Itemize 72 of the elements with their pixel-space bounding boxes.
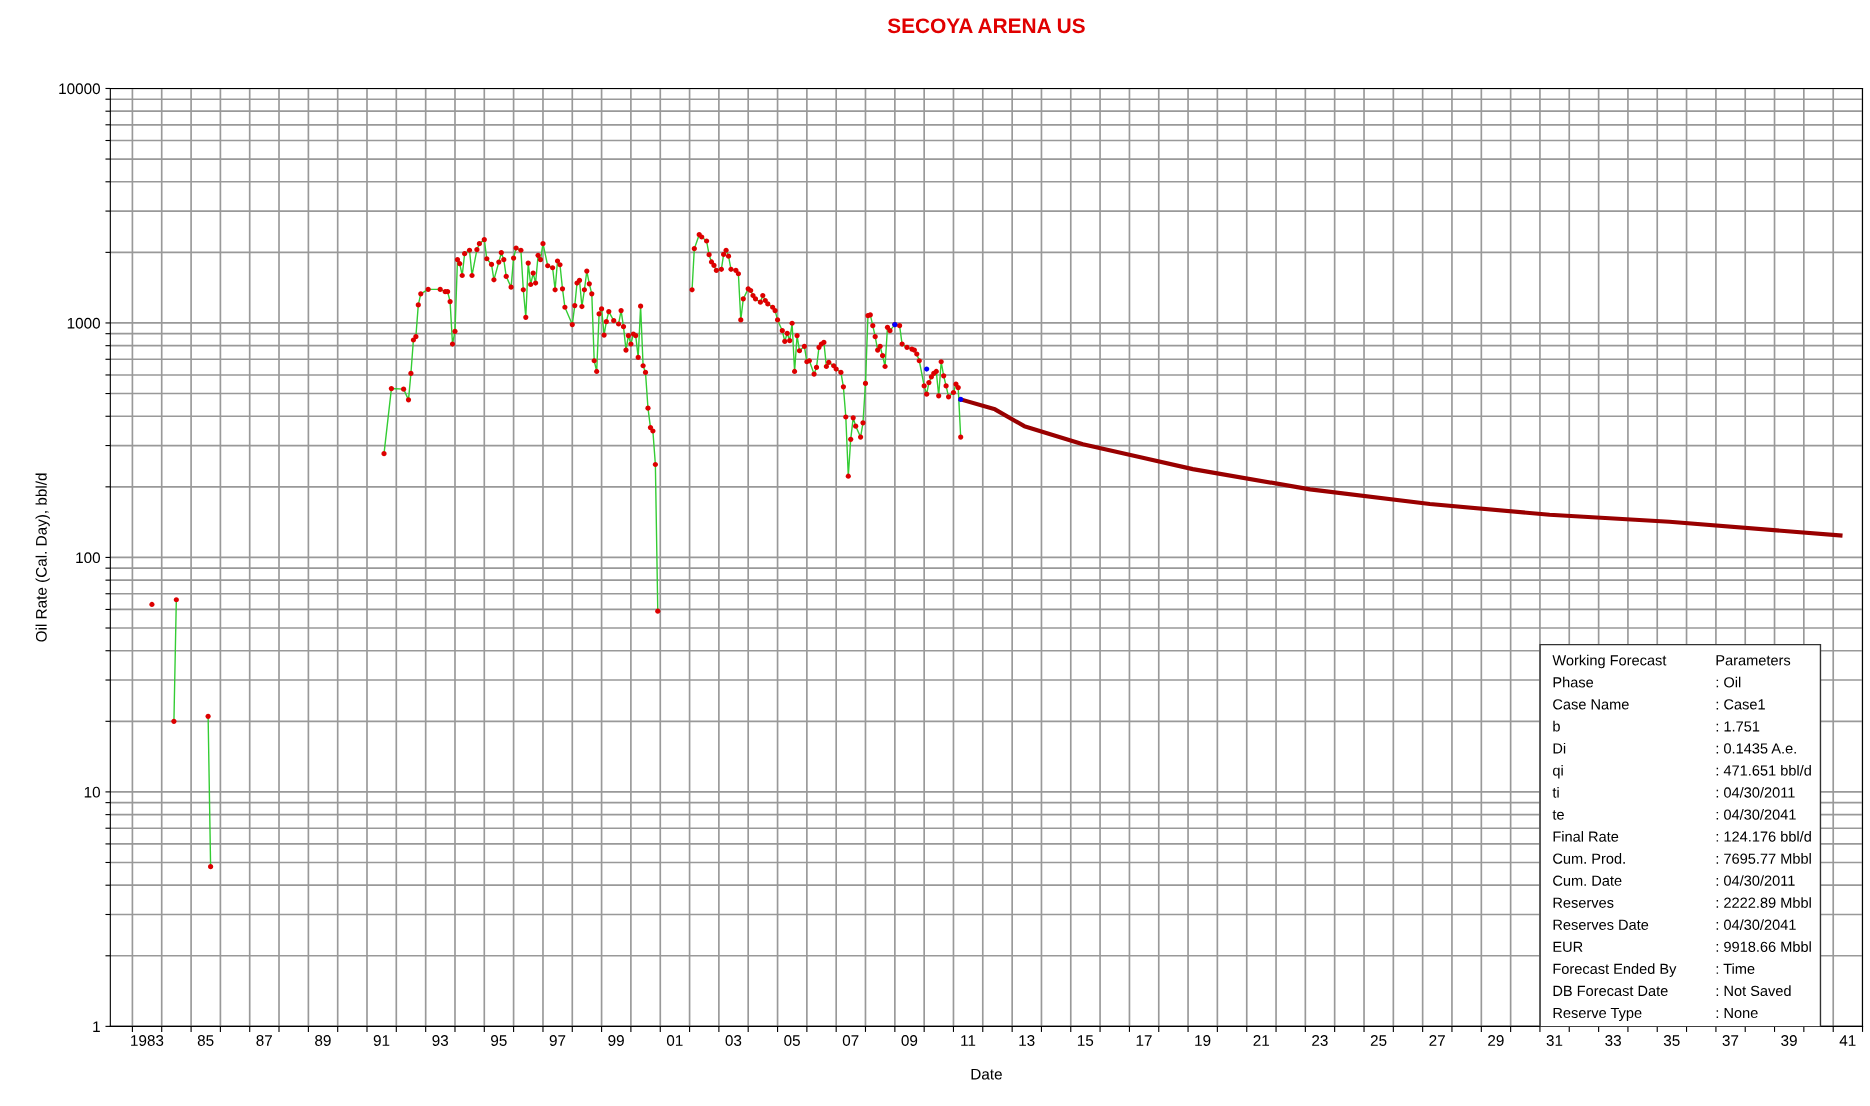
annotation: Final Rate <box>1553 831 1619 842</box>
x-tick-label: 97 <box>549 1035 566 1046</box>
x-tick-label: 91 <box>373 1035 390 1046</box>
x-tick-label: 05 <box>784 1035 800 1046</box>
annotation: : 124.176 bbl/d <box>1716 831 1811 842</box>
x-tick-label: 33 <box>1605 1035 1621 1046</box>
annotation: : 04/30/2011 <box>1716 786 1795 798</box>
y-axis-title: Oil Rate (Cal. Day), bbl/d <box>35 473 50 642</box>
x-tick-label: 23 <box>1312 1035 1328 1046</box>
annotation: : 471.651 bbl/d <box>1716 764 1811 776</box>
annotation: Working Forecast <box>1552 654 1667 669</box>
y-tick-label: 100 <box>76 552 101 564</box>
annotation: : Not Saved <box>1716 985 1791 997</box>
x-tick-label: 15 <box>1077 1035 1094 1046</box>
annotation: Forecast Ended By <box>1553 963 1677 977</box>
annotation: : 04/30/2041 <box>1716 809 1796 820</box>
annotation: Parameters <box>1716 655 1791 666</box>
x-tick-label: 03 <box>725 1035 742 1046</box>
annotation: : 0.1435 A.e. <box>1716 743 1796 754</box>
x-tick-label: 31 <box>1546 1035 1563 1046</box>
x-tick-label: 19 <box>1195 1035 1211 1046</box>
annotation: te <box>1552 810 1564 820</box>
x-tick-label: 11 <box>961 1035 976 1046</box>
annotation: : Time <box>1716 963 1755 975</box>
y-tick-label: 10000 <box>59 83 101 95</box>
y-tick-label: 10 <box>84 786 101 798</box>
x-tick-label: 25 <box>1370 1035 1387 1046</box>
x-tick-label: 41 <box>1839 1035 1856 1046</box>
x-axis-title: Date <box>971 1068 1002 1080</box>
y-tick-label: 1000 <box>67 317 101 329</box>
x-tick-label: 21 <box>1253 1035 1270 1046</box>
x-tick-label: 07 <box>842 1035 859 1046</box>
annotation: b <box>1553 720 1560 732</box>
x-tick-label: 17 <box>1136 1035 1152 1046</box>
annotation: DB Forecast Date <box>1553 985 1668 997</box>
x-tick-label: 35 <box>1663 1035 1680 1046</box>
x-tick-label: 93 <box>432 1035 449 1046</box>
x-tick-label: 39 <box>1781 1035 1797 1046</box>
x-tick-label: 37 <box>1722 1035 1739 1046</box>
annotation: : 7695.77 Mbbl <box>1716 853 1811 864</box>
x-tick-label: 09 <box>901 1035 918 1046</box>
annotation: : Oil <box>1716 676 1741 688</box>
x-tick-label: 13 <box>1019 1035 1035 1046</box>
x-tick-label: 95 <box>491 1035 507 1046</box>
annotation: Case Name <box>1553 699 1629 710</box>
annotation: : 2222.89 Mbbl <box>1716 897 1811 908</box>
annotation: : 04/30/2041 <box>1716 919 1796 930</box>
annotation: Reserves Date <box>1553 919 1649 930</box>
annotation: qi <box>1553 764 1563 779</box>
x-tick-label: 99 <box>608 1035 624 1046</box>
annotation: Reserve Type <box>1553 1007 1642 1021</box>
x-tick-label: 01 <box>666 1035 683 1046</box>
annotation: : 1.751 <box>1716 721 1760 732</box>
annotation: : 04/30/2011 <box>1716 875 1795 886</box>
chart-title: SECOYA ARENA US <box>887 18 1085 34</box>
annotation: : Case1 <box>1716 699 1765 710</box>
annotation: : None <box>1716 1007 1758 1019</box>
annotation: EUR <box>1553 941 1583 952</box>
annotation: : 9918.66 Mbbl <box>1716 941 1811 952</box>
x-tick-label: 1983 <box>131 1035 164 1046</box>
x-tick-label: 87 <box>256 1035 272 1046</box>
annotation: Cum. Prod. <box>1553 853 1625 864</box>
x-tick-label: 29 <box>1488 1035 1504 1046</box>
annotation: Cum. Date <box>1553 875 1622 886</box>
x-tick-label: 27 <box>1429 1035 1445 1046</box>
annotation: Phase <box>1553 676 1594 688</box>
x-tick-label: 85 <box>197 1035 214 1046</box>
y-tick-label: 1 <box>93 1021 100 1032</box>
annotation: Di <box>1553 742 1566 754</box>
x-tick-label: 89 <box>315 1035 331 1046</box>
annotation: Reserves <box>1553 897 1614 908</box>
annotation: ti <box>1552 786 1559 798</box>
